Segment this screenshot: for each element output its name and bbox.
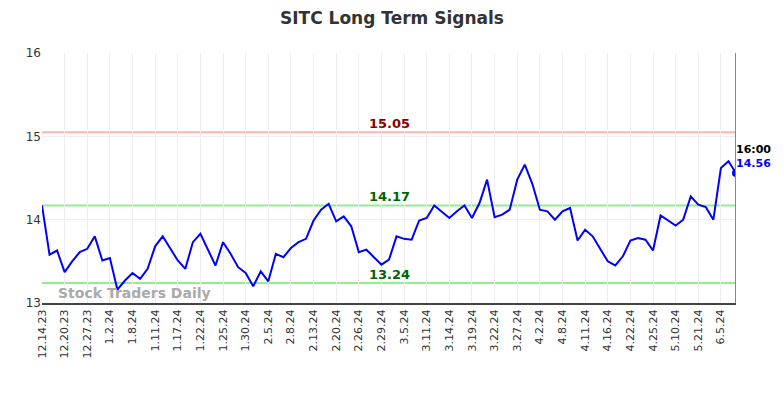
svg-text:16:00: 16:00 xyxy=(736,143,771,156)
svg-text:14: 14 xyxy=(26,213,41,227)
svg-text:2.5.24: 2.5.24 xyxy=(262,309,275,344)
svg-text:16: 16 xyxy=(26,46,41,60)
svg-text:1.17.24: 1.17.24 xyxy=(171,309,184,351)
svg-text:2.26.24: 2.26.24 xyxy=(352,309,365,351)
svg-text:3.14.24: 3.14.24 xyxy=(443,309,456,351)
svg-text:12.14.23: 12.14.23 xyxy=(36,309,49,358)
svg-text:3.11.24: 3.11.24 xyxy=(420,309,433,351)
svg-text:1.8.24: 1.8.24 xyxy=(126,309,139,344)
svg-text:12.27.23: 12.27.23 xyxy=(81,309,94,358)
svg-text:2.13.24: 2.13.24 xyxy=(307,309,320,351)
svg-text:4.8.24: 4.8.24 xyxy=(556,309,569,344)
svg-text:4.22.24: 4.22.24 xyxy=(624,309,637,351)
svg-text:13.24: 13.24 xyxy=(369,267,410,282)
svg-text:2.20.24: 2.20.24 xyxy=(330,309,343,351)
svg-text:3.22.24: 3.22.24 xyxy=(488,309,501,351)
svg-text:15.05: 15.05 xyxy=(369,116,410,131)
svg-text:5.21.24: 5.21.24 xyxy=(692,309,705,351)
svg-text:12.20.23: 12.20.23 xyxy=(58,309,71,358)
svg-text:1.22.24: 1.22.24 xyxy=(194,309,207,351)
svg-text:15: 15 xyxy=(26,130,41,144)
svg-text:2.29.24: 2.29.24 xyxy=(375,309,388,351)
svg-text:1.2.24: 1.2.24 xyxy=(103,309,116,344)
svg-text:3.27.24: 3.27.24 xyxy=(511,309,524,351)
svg-text:1.25.24: 1.25.24 xyxy=(217,309,230,351)
svg-text:SITC Long Term Signals: SITC Long Term Signals xyxy=(280,8,504,28)
svg-text:14.17: 14.17 xyxy=(369,189,410,204)
svg-text:4.16.24: 4.16.24 xyxy=(601,309,614,351)
svg-text:14.56: 14.56 xyxy=(736,157,771,170)
svg-text:5.10.24: 5.10.24 xyxy=(669,309,682,351)
svg-text:3.19.24: 3.19.24 xyxy=(466,309,479,351)
svg-text:1.11.24: 1.11.24 xyxy=(149,309,162,351)
svg-text:6.5.24: 6.5.24 xyxy=(714,309,727,344)
svg-text:4.2.24: 4.2.24 xyxy=(533,309,546,344)
svg-text:2.8.24: 2.8.24 xyxy=(285,309,298,344)
svg-text:4.25.24: 4.25.24 xyxy=(647,309,660,351)
svg-text:4.11.24: 4.11.24 xyxy=(579,309,592,351)
svg-text:Stock Traders Daily: Stock Traders Daily xyxy=(58,285,211,301)
svg-text:3.5.24: 3.5.24 xyxy=(398,309,411,344)
svg-text:1.30.24: 1.30.24 xyxy=(239,309,252,351)
svg-text:13: 13 xyxy=(26,296,41,310)
